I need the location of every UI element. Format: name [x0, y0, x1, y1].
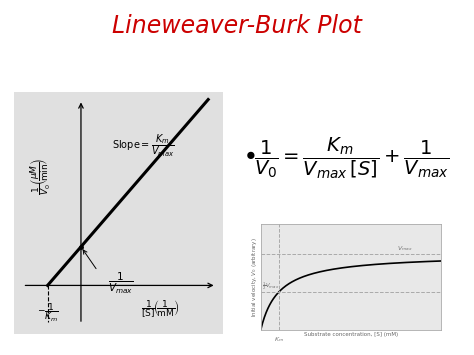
- Text: $\dfrac{1}{V_0}\!\left(\!\dfrac{\mu M}{\mathrm{min}}\!\right)$: $\dfrac{1}{V_0}\!\left(\!\dfrac{\mu M}{\…: [29, 158, 54, 196]
- Text: $\bullet$: $\bullet$: [242, 142, 255, 166]
- X-axis label: Substrate concentration, [S] (mM): Substrate concentration, [S] (mM): [304, 332, 398, 337]
- Text: $\dfrac{1}{V_{max}}$: $\dfrac{1}{V_{max}}$: [108, 271, 133, 295]
- Text: $V_{max}$: $V_{max}$: [397, 244, 413, 253]
- Text: Lineweaver-Burk Plot: Lineweaver-Burk Plot: [112, 14, 362, 38]
- Text: $-\dfrac{1}{K_m}$: $-\dfrac{1}{K_m}$: [36, 302, 58, 324]
- Text: $K_m$: $K_m$: [273, 335, 284, 344]
- Text: $\dfrac{1}{[\mathrm{S}]}\!\left(\!\dfrac{1}{\mathrm{mM}}\!\right)$: $\dfrac{1}{[\mathrm{S}]}\!\left(\!\dfrac…: [141, 299, 179, 320]
- Text: $\mathrm{Slope} = \dfrac{K_m}{V_{max}}$: $\mathrm{Slope} = \dfrac{K_m}{V_{max}}$: [112, 132, 175, 159]
- Text: $\dfrac{1}{V_0}=\dfrac{K_m}{V_{max}\,[S]}+\dfrac{1}{V_{max}}$: $\dfrac{1}{V_0}=\dfrac{K_m}{V_{max}\,[S]…: [254, 135, 449, 181]
- Text: $\frac{1}{2}V_{max}$: $\frac{1}{2}V_{max}$: [262, 280, 279, 293]
- Y-axis label: Initial velocity, $V_0$ (arbitrary): Initial velocity, $V_0$ (arbitrary): [250, 237, 259, 317]
